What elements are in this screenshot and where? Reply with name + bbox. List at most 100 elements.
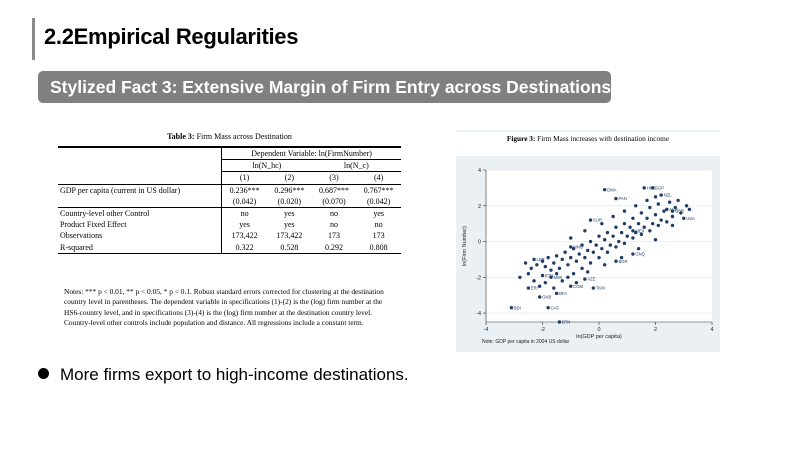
data-point [614,259,618,263]
point-label: MEX [635,228,644,233]
data-point [588,261,593,265]
table-cell: yes [267,207,312,220]
data-point [625,234,629,238]
data-point [656,202,661,206]
data-point [619,230,624,235]
point-label: COM [573,284,583,289]
table-cell: yes [356,207,401,220]
table-cell: 0.292 [311,241,357,254]
figure-caption: Figure 3: Firm Mass increases with desti… [456,132,720,156]
x-tick-label: 4 [710,327,713,333]
section-title: 2.2Empirical Regularities [44,24,299,49]
data-point [543,280,548,285]
table-cell: yes [283,220,295,230]
figure-caption-text: Firm Mass increases with destination inc… [537,134,670,143]
data-point [650,221,655,226]
data-point [611,234,615,238]
data-point [673,205,677,210]
point-label: ERI [531,286,538,291]
stylized-fact-banner: Stylized Fact 3: Extensive Margin of Fir… [38,71,616,103]
data-point [591,286,596,290]
point-label: SGP [655,185,664,190]
row-label [58,196,222,208]
point-label: BTN [562,320,570,325]
data-point [600,246,604,251]
data-point [631,252,635,256]
x-tick-label: 0 [597,327,600,333]
y-tick-label: -4 [476,311,481,317]
data-point [597,255,601,260]
row-label: Country-level other Control [58,207,222,220]
group-header-2: ln(N_c) [311,159,401,173]
data-point [602,238,607,242]
data-point [546,305,550,310]
table-cell: (0.070) [322,196,346,206]
point-label: BFA [559,291,567,296]
data-point [523,261,528,265]
table-cell: (0.042) [366,196,391,206]
point-label: MNG [573,244,583,249]
data-point [518,275,522,279]
group-header-1: ln(N_hc) [221,159,312,173]
data-point [537,284,542,288]
data-point [569,236,573,240]
data-point [648,205,652,210]
data-point [614,196,618,201]
regression-table: Table 3: Firm Mass across Destination De… [58,130,401,352]
point-label: ETH [545,273,553,278]
data-point [586,248,590,253]
point-label: MWI [553,275,562,280]
data-point [611,214,615,219]
data-point [529,266,533,271]
data-point [665,220,669,224]
data-point [648,229,652,233]
data-point [557,320,562,324]
data-point [549,275,553,279]
table-cell: 173,422 [221,230,267,242]
data-point [650,186,655,190]
data-point [659,193,663,197]
table-cell: (0.020) [277,196,301,206]
data-point [634,204,638,208]
data-point [588,218,593,222]
column-header: (4) [373,173,384,183]
point-label: LBR [537,257,545,262]
table-cell: 0.808 [356,241,401,254]
data-point [537,295,542,299]
data-point [574,259,579,263]
data-point [642,225,646,229]
data-point [636,246,641,251]
point-label: BGR [618,259,627,264]
data-point [622,221,627,226]
x-axis-label: ln(GDP per capita) [576,334,622,340]
data-point [540,273,545,278]
point-label: BDI [514,305,521,310]
scatter-plot: -4 -2 0 2 4 -4 -2 0 2 4 ln(GDP per capita) ln(Firm … [462,168,714,340]
y-tick-label: -2 [476,275,481,281]
data-point [549,268,553,272]
data-point [622,241,627,246]
y-tick-label: 4 [478,168,481,174]
title-accent-bar [32,18,35,60]
data-point [631,236,635,240]
data-point [552,261,556,265]
table-cell: (0.042) [221,195,267,208]
data-point [622,209,627,213]
data-point [597,234,601,238]
data-point [670,214,675,219]
scatter-figure: -4 -2 0 2 4 -4 -2 0 2 4 ln(GDP per capita) ln(Firm … [456,130,720,352]
x-tick-label: -4 [484,327,489,333]
data-point [653,213,658,217]
data-point [676,198,680,203]
data-point [554,291,559,296]
figure-caption-label: Figure 3: [506,134,536,143]
data-point [574,280,579,285]
data-point [617,239,621,244]
data-point [605,230,610,235]
data-point [614,225,618,229]
data-point [569,284,573,288]
data-point [540,259,545,263]
figure-note: Note: GDP per capita in 2004 US dollar [482,339,570,345]
point-label: DMA [607,187,617,192]
data-point [563,250,567,254]
